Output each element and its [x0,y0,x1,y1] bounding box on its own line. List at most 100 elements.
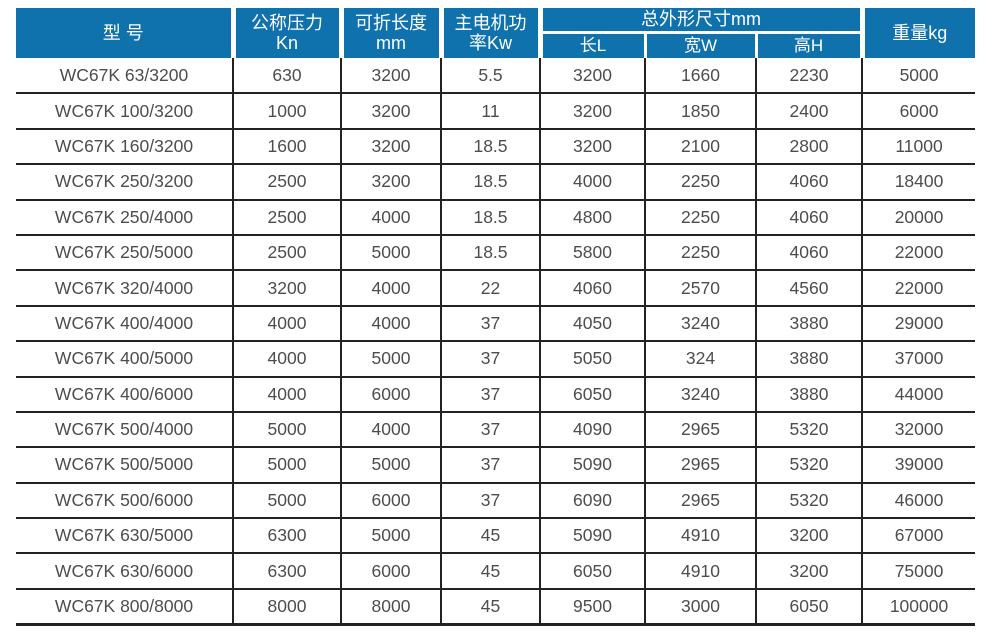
value-cell: 4050 [539,304,645,342]
value-cell: 5090 [539,517,645,554]
col-header-fold-length-line2: mm [376,33,406,53]
col-header-fold-length-line1: 可折长度 [355,13,427,33]
model-cell: WC67K 500/4000 [16,410,233,448]
model-cell: WC67K 630/5000 [16,517,233,554]
value-cell: 630 [232,58,341,94]
value-cell: 1000 [232,92,341,129]
value-cell: 6050 [754,587,863,626]
col-header-nominal-pressure: 公称压力 Kn [230,8,341,58]
value-cell: 5000 [232,410,341,448]
spec-table: 型 号 公称压力 Kn 可折长度 mm 主电机功 率Kw 总外形尺寸mm 重量k… [16,8,976,626]
value-cell: 6300 [232,517,341,554]
value-cell: 2500 [232,163,341,200]
model-cell: WC67K 160/3200 [16,127,233,165]
value-cell: 2965 [644,446,756,483]
col-header-weight: 重量kg [859,8,976,58]
value-cell: 9500 [539,587,645,626]
value-cell: 37 [440,446,540,483]
value-cell: 3880 [754,304,863,342]
value-cell: 3200 [539,127,645,165]
table-row: WC67K 630/5000 6300 5000 45 5090 4910 3200 6700… [16,517,976,554]
value-cell: 4000 [340,304,441,342]
value-cell: 6050 [539,375,645,412]
value-cell: 44000 [861,375,976,412]
value-cell: 4000 [232,375,341,412]
col-header-nominal-pressure-line1: 公称压力 [251,13,323,33]
value-cell: 3880 [754,340,863,377]
value-cell: 2500 [232,198,341,235]
value-cell: 4000 [340,269,441,306]
value-cell: 18.5 [440,233,540,271]
value-cell: 2230 [754,58,863,94]
value-cell: 20000 [861,198,976,235]
value-cell: 4800 [539,198,645,235]
table-row: WC67K 500/5000 5000 5000 37 5090 2965 5320 3900… [16,446,976,483]
value-cell: 37 [440,304,540,342]
value-cell: 3200 [754,517,863,554]
value-cell: 67000 [861,517,976,554]
value-cell: 75000 [861,552,976,589]
table-row: WC67K 400/5000 4000 5000 37 5050 324 3880 37000 [16,340,976,377]
value-cell: 18.5 [440,198,540,235]
model-cell: WC67K 500/6000 [16,481,233,519]
value-cell: 6000 [340,481,441,519]
table-row: WC67K 250/3200 2500 3200 18.5 4000 2250 4060 18… [16,163,976,200]
value-cell: 4060 [754,163,863,200]
value-cell: 3200 [340,163,441,200]
value-cell: 1600 [232,127,341,165]
value-cell: 3200 [539,92,645,129]
value-cell: 4000 [232,304,341,342]
model-cell: WC67K 320/4000 [16,269,233,306]
value-cell: 3200 [754,552,863,589]
model-cell: WC67K 500/5000 [16,446,233,483]
col-header-dim-height: 高H [754,32,863,58]
col-header-overall-dimensions-group: 总外形尺寸mm [537,8,863,34]
value-cell: 2965 [644,410,756,448]
value-cell: 5000 [340,446,441,483]
value-cell: 5000 [232,446,341,483]
value-cell: 1660 [644,58,756,94]
table-row: WC67K 400/6000 4000 6000 37 6050 3240 3880 4400… [16,375,976,412]
value-cell: 6000 [340,375,441,412]
value-cell: 3240 [644,375,756,412]
value-cell: 37 [440,410,540,448]
value-cell: 4000 [340,198,441,235]
table-row: WC67K 800/8000 8000 8000 45 9500 3000 6050 1000… [16,587,976,626]
value-cell: 37 [440,340,540,377]
table-row: WC67K 320/4000 3200 4000 22 4060 2570 4560 2200… [16,269,976,306]
value-cell: 22000 [861,233,976,271]
value-cell: 5000 [861,58,976,94]
value-cell: 100000 [861,587,976,626]
table-row: WC67K 250/5000 2500 5000 18.5 5800 2250 4060 22… [16,233,976,271]
table-row: WC67K 400/4000 4000 4000 37 4050 3240 3880 2900… [16,304,976,342]
value-cell: 5000 [340,233,441,271]
value-cell: 46000 [861,481,976,519]
value-cell: 3200 [539,58,645,94]
value-cell: 11000 [861,127,976,165]
table-row: WC67K 160/3200 1600 3200 18.5 3200 2100 2800 11… [16,127,976,165]
table-row: WC67K 630/6000 6300 6000 45 6050 4910 3200 7500… [16,552,976,589]
value-cell: 3200 [340,92,441,129]
model-cell: WC67K 800/8000 [16,587,233,626]
value-cell: 45 [440,587,540,626]
value-cell: 4910 [644,552,756,589]
value-cell: 2570 [644,269,756,306]
value-cell: 2250 [644,233,756,271]
value-cell: 32000 [861,410,976,448]
value-cell: 2800 [754,127,863,165]
value-cell: 37 [440,481,540,519]
value-cell: 18.5 [440,163,540,200]
value-cell: 4000 [340,410,441,448]
table-row: WC67K 250/4000 2500 4000 18.5 4800 2250 4060 20… [16,198,976,235]
value-cell: 4060 [539,269,645,306]
model-cell: WC67K 630/6000 [16,552,233,589]
value-cell: 11 [440,92,540,129]
value-cell: 45 [440,517,540,554]
model-cell: WC67K 250/4000 [16,198,233,235]
value-cell: 29000 [861,304,976,342]
value-cell: 4090 [539,410,645,448]
value-cell: 4910 [644,517,756,554]
model-cell: WC67K 63/3200 [59,64,189,85]
value-cell: 2100 [644,127,756,165]
